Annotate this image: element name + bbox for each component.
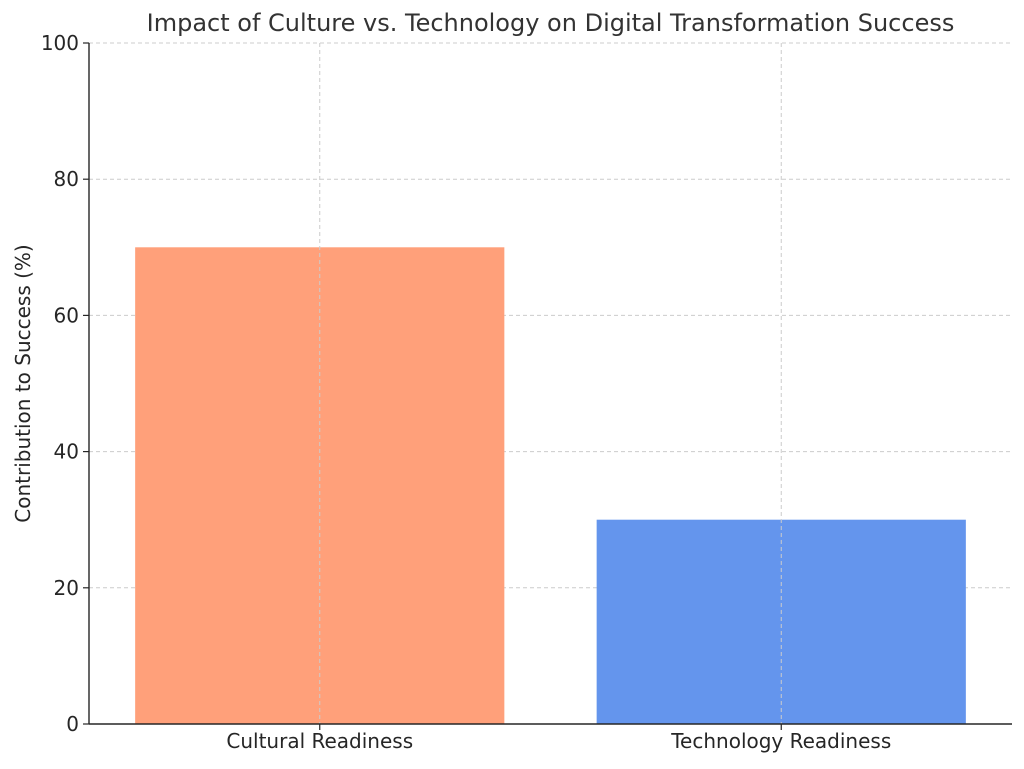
tick-layer: 0 20 40 60 80 100 Cultural Readiness Technology… [41, 31, 891, 753]
y-tick-label: 100 [41, 31, 79, 55]
chart-title: Impact of Culture vs. Technology on Digi… [147, 9, 955, 37]
y-tick-label: 40 [54, 440, 79, 464]
x-tick-label: Cultural Readiness [226, 729, 413, 753]
x-tick-label: Technology Readiness [670, 729, 891, 753]
y-axis-label: Contribution to Success (%) [11, 244, 35, 522]
y-tick-label: 20 [54, 576, 79, 600]
y-tick-label: 80 [54, 167, 79, 191]
axis-layer [88, 43, 1012, 725]
y-tick-label: 0 [66, 712, 79, 736]
bar-layer [135, 43, 966, 725]
y-tick-label: 60 [54, 303, 79, 327]
